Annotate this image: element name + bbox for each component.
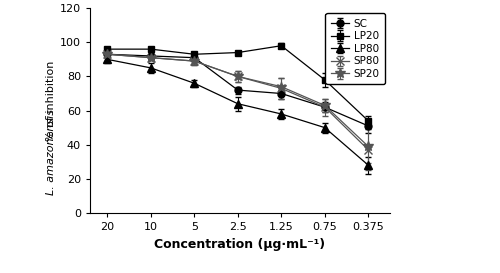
Text: % of inhibition: % of inhibition xyxy=(46,60,56,141)
Legend: SC, LP20, LP80, SP80, SP20: SC, LP20, LP80, SP80, SP20 xyxy=(326,13,385,84)
Text: L. amazonensis: L. amazonensis xyxy=(46,108,56,195)
X-axis label: Concentration (μg·mL⁻¹): Concentration (μg·mL⁻¹) xyxy=(154,238,326,251)
